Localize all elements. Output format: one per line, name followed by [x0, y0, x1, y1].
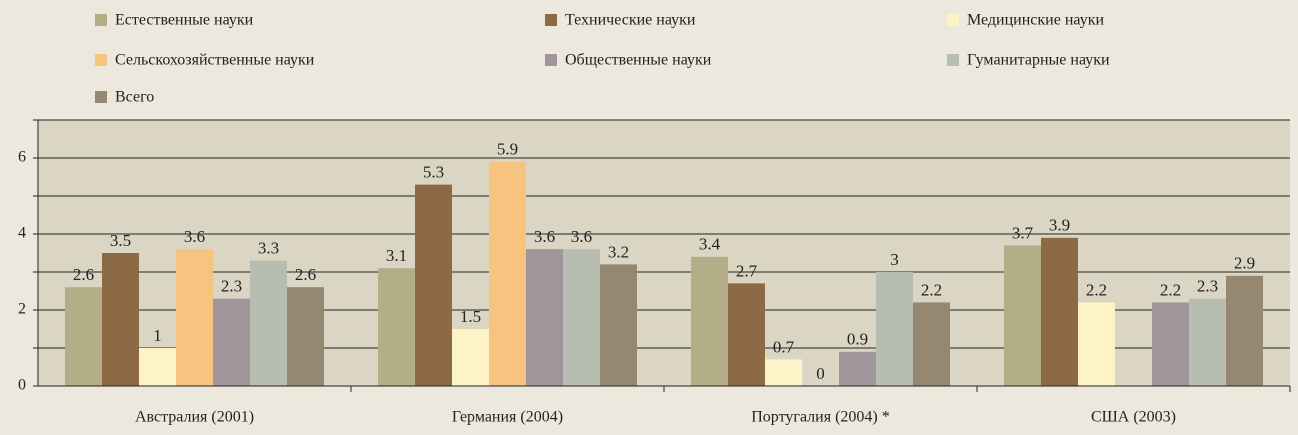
- value-label: 2.3: [221, 277, 242, 296]
- bar: [213, 298, 250, 386]
- bar: [1004, 245, 1041, 386]
- legend-label: Сельскохозяйственные науки: [115, 52, 315, 69]
- bar: [691, 256, 728, 386]
- value-label: 3.2: [608, 242, 629, 261]
- value-label: 2.2: [1160, 280, 1181, 299]
- legend-swatch: [95, 91, 107, 103]
- bar: [452, 329, 489, 386]
- bar: [176, 249, 213, 386]
- bar: [600, 264, 637, 386]
- bar: [728, 283, 765, 386]
- value-label: 2.7: [736, 261, 758, 280]
- legend-swatch: [95, 14, 107, 26]
- legend-label: Естественные науки: [115, 12, 254, 29]
- value-label: 3.4: [699, 235, 721, 254]
- x-tick-label: США (2003): [1091, 409, 1176, 426]
- value-label: 2.6: [295, 265, 316, 284]
- value-label: 2.3: [1197, 277, 1218, 296]
- value-label: 3.3: [258, 239, 279, 258]
- x-tick-label: Португалия (2004) *: [751, 409, 890, 426]
- legend-label: Медицинские науки: [967, 12, 1104, 29]
- bar: [526, 249, 563, 386]
- legend-swatch: [95, 54, 107, 66]
- legend-swatch: [545, 14, 557, 26]
- bar: [1078, 302, 1115, 386]
- value-label: 5.3: [423, 163, 444, 182]
- value-label: 1: [153, 326, 162, 345]
- bar: [378, 268, 415, 386]
- legend-label: Всего: [115, 89, 154, 106]
- bar: [489, 161, 526, 386]
- value-label: 2.6: [73, 265, 94, 284]
- bar: [1041, 237, 1078, 386]
- value-label: 3.5: [110, 231, 131, 250]
- bar: [913, 302, 950, 386]
- y-tick-label: 0: [18, 377, 26, 394]
- value-label: 0: [816, 364, 825, 383]
- bar: [139, 348, 176, 386]
- bar: [1226, 275, 1263, 386]
- value-label: 3.6: [534, 227, 555, 246]
- bar: [1152, 302, 1189, 386]
- value-label: 2.9: [1234, 254, 1255, 273]
- value-label: 3.9: [1049, 216, 1070, 235]
- y-tick-label: 2: [18, 301, 26, 318]
- legend-swatch: [545, 54, 557, 66]
- bar: [765, 359, 802, 386]
- value-label: 1.5: [460, 307, 481, 326]
- value-label: 3.7: [1012, 223, 1034, 242]
- legend-label: Общественные науки: [565, 52, 712, 69]
- legend-label: Технические науки: [565, 12, 696, 29]
- value-label: 3: [890, 250, 899, 269]
- legend-swatch: [947, 14, 959, 26]
- value-label: 2.2: [1086, 280, 1107, 299]
- legend-label: Гуманитарные науки: [967, 52, 1110, 69]
- value-label: 3.6: [184, 227, 205, 246]
- value-label: 2.2: [921, 280, 942, 299]
- value-label: 0.7: [773, 337, 795, 356]
- bar: [102, 253, 139, 386]
- bar: [563, 249, 600, 386]
- y-tick-label: 4: [18, 225, 26, 242]
- bar: [250, 260, 287, 386]
- value-label: 3.1: [386, 246, 407, 265]
- y-tick-label: 6: [18, 149, 26, 166]
- value-label: 3.6: [571, 227, 592, 246]
- bar: [1189, 298, 1226, 386]
- bar: [839, 351, 876, 386]
- x-tick-label: Австралия (2001): [135, 409, 254, 426]
- bar: [415, 184, 452, 386]
- x-tick-label: Германия (2004): [452, 409, 563, 426]
- value-label: 5.9: [497, 140, 518, 159]
- legend-swatch: [947, 54, 959, 66]
- bar: [876, 272, 913, 386]
- value-label: 0.9: [847, 330, 868, 349]
- bar: [287, 287, 324, 386]
- bar: [65, 287, 102, 386]
